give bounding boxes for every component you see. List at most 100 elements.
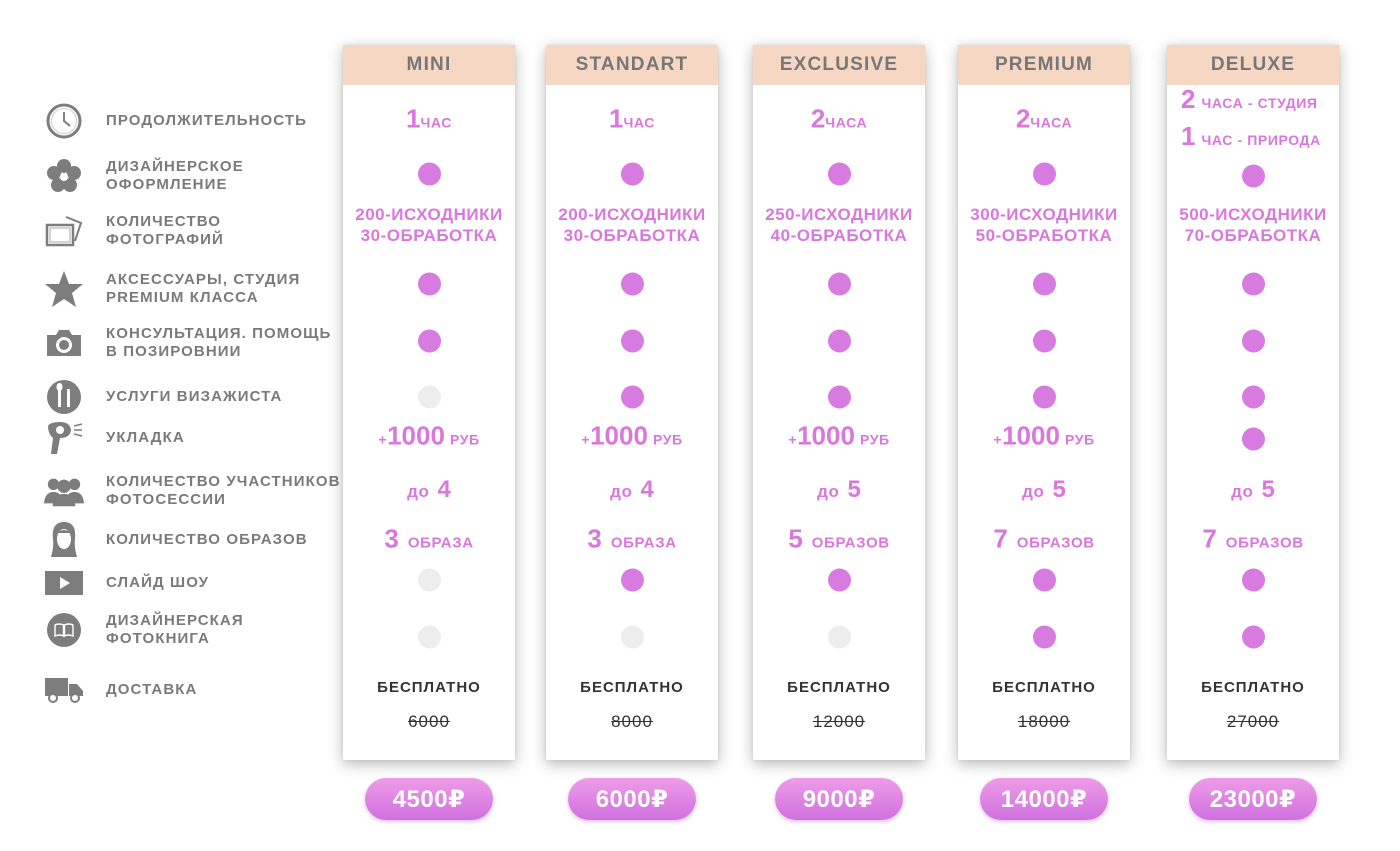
participants: до 4	[546, 476, 718, 504]
feature-label: КОЛИЧЕСТВО УЧАСТНИКОВ ФОТОСЕССИИ	[106, 473, 341, 508]
old-price: 6000	[343, 712, 515, 732]
photobook-not-included-dot	[417, 625, 441, 649]
accessories-cell	[958, 272, 1130, 296]
plan-name: STANDART	[546, 45, 718, 85]
flower-icon	[44, 156, 84, 196]
price-button-standart[interactable]: 6000₽	[568, 778, 696, 820]
consultation-cell	[1167, 329, 1339, 353]
duration-unit: ЧАСА	[1030, 114, 1073, 131]
photo-processed-number: 50	[975, 226, 996, 245]
price-button-deluxe[interactable]: 23000₽	[1189, 778, 1317, 820]
photo-processed-line: 50-ОБРАБОТКА	[958, 225, 1130, 246]
duration-number: 1	[406, 103, 421, 134]
styling-amount: 1000	[387, 420, 445, 451]
consultation-included-dot	[1032, 329, 1056, 353]
duration: 1ЧАС	[546, 104, 718, 135]
plan-name: PREMIUM	[958, 45, 1130, 85]
photo-source-number: 250	[765, 205, 796, 224]
photo-source-number: 200	[355, 205, 386, 224]
styling-price: +1000 РУБ	[546, 421, 718, 452]
duration: 2 ЧАСА - СТУДИЯ 1 ЧАС - ПРИРОДА	[1167, 83, 1353, 157]
looks-unit: ОБРАЗА	[610, 534, 677, 552]
accessories-cell	[343, 272, 515, 296]
photobook-not-included-dot	[827, 625, 851, 649]
photo-processed-line: 30-ОБРАБОТКА	[343, 225, 515, 246]
photo-count: 250-ИСХОДНИКИ 40-ОБРАБОТКА	[753, 204, 925, 246]
duration-unit: ЧАСА - СТУДИЯ	[1201, 95, 1318, 111]
accessories-cell	[546, 272, 718, 296]
styling-amount: 1000	[590, 420, 648, 451]
accessories-cell	[753, 272, 925, 296]
design-included-dot	[620, 162, 644, 186]
participants-prefix: до	[407, 482, 430, 501]
styling-amount: 1000	[1002, 420, 1060, 451]
photo-count: 500-ИСХОДНИКИ 70-ОБРАБОТКА	[1167, 204, 1339, 246]
price-button-mini[interactable]: 4500₽	[365, 778, 493, 820]
feature-list: ПРОДОЛЖИТЕЛЬНОСТЬ ДИЗАЙНЕРСКОЕ ОФОРМЛЕНИЕ…	[0, 0, 340, 851]
slideshow-cell	[753, 568, 925, 592]
consultation-cell	[546, 329, 718, 353]
book-icon	[44, 610, 84, 650]
price-button-exclusive[interactable]: 9000₽	[775, 778, 903, 820]
plan-column-exclusive: EXCLUSIVE 2ЧАСА 250-ИСХОДНИКИ 40-ОБРАБОТКА +…	[753, 45, 925, 760]
slideshow-included-dot	[827, 568, 851, 592]
participants: до 5	[753, 476, 925, 504]
styling-cell	[1167, 427, 1339, 451]
duration: 2ЧАСА	[958, 104, 1130, 135]
photo-source-line: 250-ИСХОДНИКИ	[753, 204, 925, 225]
consultation-cell	[343, 329, 515, 353]
plan-column-standart: STANDART 1ЧАС 200-ИСХОДНИКИ 30-ОБРАБОТКА +10…	[546, 45, 718, 760]
delivery-text: БЕСПЛАТНО	[787, 679, 891, 696]
photo-source-number: 500	[1179, 205, 1210, 224]
photo-processed-label: -ОБРАБОТКА	[583, 226, 701, 245]
star-icon	[44, 269, 84, 309]
participants: до 5	[1167, 476, 1339, 504]
duration-number: 1	[1181, 121, 1196, 151]
photo-source-line: 200-ИСХОДНИКИ	[343, 204, 515, 225]
photo-processed-line: 30-ОБРАБОТКА	[546, 225, 718, 246]
old-price-strikethrough: 6000	[408, 712, 450, 731]
slideshow-cell	[958, 568, 1130, 592]
styling-unit: РУБ	[1064, 431, 1095, 448]
makeup-cell	[546, 385, 718, 409]
photos-icon	[44, 211, 84, 251]
duration-unit: ЧАС	[420, 114, 452, 131]
makeup-included-dot	[1032, 385, 1056, 409]
feature-label: КОНСУЛЬТАЦИЯ. ПОМОЩЬ В ПОЗИРОВНИИ	[106, 325, 332, 360]
feature-label: СЛАЙД ШОУ	[106, 574, 210, 591]
duration-number: 2	[810, 103, 826, 134]
photobook-cell	[343, 625, 515, 649]
participants: до 5	[958, 476, 1130, 504]
delivery: БЕСПЛАТНО	[546, 679, 718, 697]
feature-row: УСЛУГИ ВИЗАЖИСТА	[44, 377, 344, 417]
feature-label: КОЛИЧЕСТВО ФОТОГРАФИЙ	[106, 213, 224, 248]
styling-plus: +	[788, 431, 798, 448]
participants: до 4	[343, 476, 515, 504]
styling-amount: 1000	[797, 420, 855, 451]
feature-row: ПРОДОЛЖИТЕЛЬНОСТЬ	[44, 101, 344, 141]
photo-source-label: -ИСХОДНИКИ	[385, 205, 503, 224]
photo-source-number: 200	[558, 205, 589, 224]
hair-dryer-icon	[44, 418, 84, 458]
feature-row: КОЛИЧЕСТВО ОБРАЗОВ	[44, 520, 344, 560]
styling-unit: РУБ	[652, 431, 683, 448]
styling-price: +1000 РУБ	[343, 421, 515, 452]
delivery: БЕСПЛАТНО	[1167, 679, 1339, 697]
makeup-cell	[1167, 385, 1339, 409]
price-button-premium[interactable]: 14000₽	[980, 778, 1108, 820]
plan-column-mini: MINI 1ЧАС 200-ИСХОДНИКИ 30-ОБРАБОТКА +1000 РУ…	[343, 45, 515, 760]
participants-number: 5	[847, 476, 861, 503]
photo-processed-number: 30	[563, 226, 584, 245]
makeup-included-dot	[620, 385, 644, 409]
photo-source-label: -ИСХОДНИКИ	[588, 205, 706, 224]
makeup-cell	[343, 385, 515, 409]
consultation-included-dot	[417, 329, 441, 353]
duration-line: 2 ЧАСА - СТУДИЯ	[1181, 83, 1353, 120]
woman-icon	[44, 520, 84, 560]
photobook-included-dot	[1032, 625, 1056, 649]
looks-unit: ОБРАЗОВ	[811, 534, 890, 552]
feature-label: ДИЗАЙНЕРСКАЯ ФОТОКНИГА	[106, 612, 244, 647]
participants-number: 4	[640, 476, 654, 503]
duration-number: 1	[609, 103, 624, 134]
looks-unit: ОБРАЗА	[407, 534, 474, 552]
